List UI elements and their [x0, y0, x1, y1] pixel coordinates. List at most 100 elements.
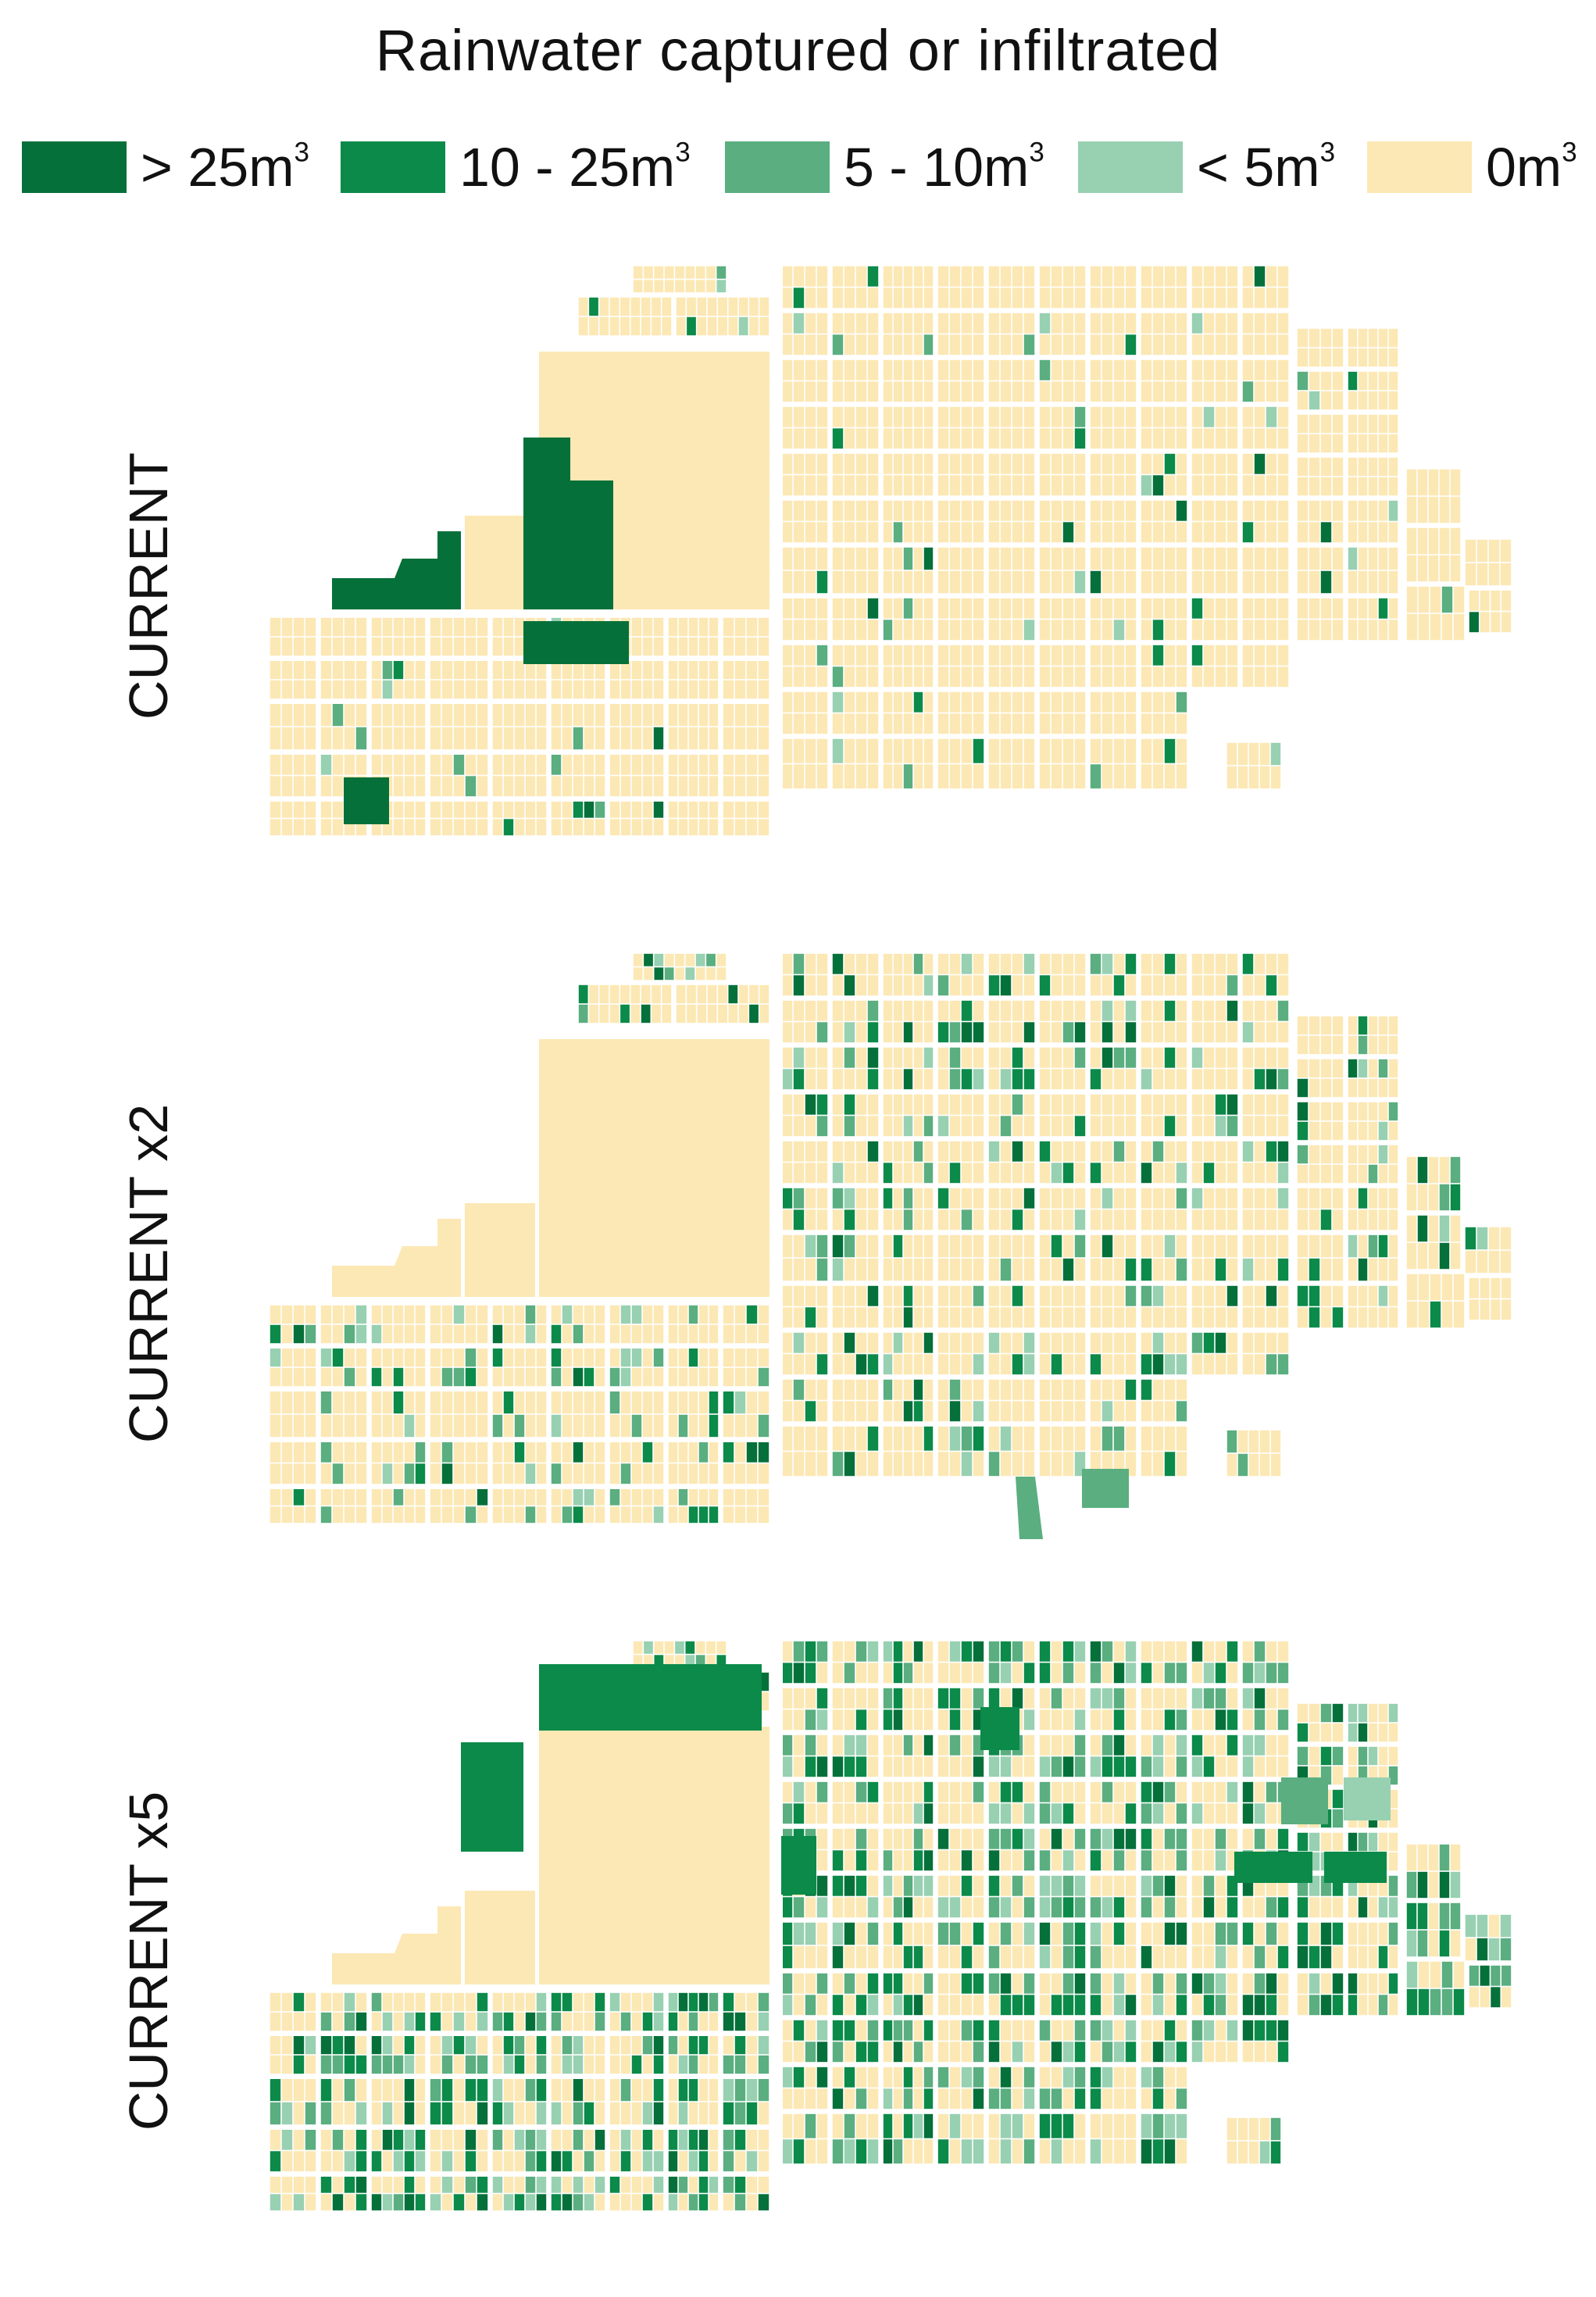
parcel — [1417, 1156, 1428, 1184]
parcel — [1000, 1022, 1012, 1043]
parcel — [961, 570, 973, 594]
parcel — [1062, 1709, 1074, 1731]
parcel — [594, 2102, 605, 2125]
parcel — [1203, 1234, 1215, 1258]
parcel — [578, 1004, 588, 1023]
parcel — [893, 1426, 903, 1451]
parcel — [281, 754, 293, 775]
parcel — [893, 666, 903, 688]
parcel — [855, 953, 867, 974]
parcel — [1101, 1709, 1113, 1731]
parcel — [1266, 1945, 1277, 1969]
parcel — [668, 2151, 678, 2172]
parcel — [1226, 475, 1238, 496]
parcel — [1297, 1832, 1309, 1852]
parcel — [923, 1781, 934, 1802]
parcel — [320, 776, 332, 797]
parcel — [867, 1163, 879, 1184]
parcel — [305, 2129, 316, 2150]
parcel — [1203, 288, 1215, 309]
parcel — [1000, 334, 1012, 355]
parcel — [492, 2055, 503, 2074]
parcel — [465, 660, 477, 680]
parcel — [1388, 620, 1398, 641]
parcel — [281, 1488, 293, 1506]
parcel — [1191, 475, 1203, 496]
parcel — [1039, 645, 1051, 666]
parcel — [270, 680, 281, 699]
parcel — [1226, 1756, 1238, 1777]
parcel — [1368, 391, 1378, 410]
parcel — [973, 547, 984, 570]
parcel — [723, 819, 734, 836]
parcel — [620, 754, 631, 775]
parcel — [465, 703, 477, 727]
parcel — [883, 1285, 893, 1306]
parcel — [344, 2151, 355, 2172]
parcel — [893, 453, 903, 474]
parcel — [1242, 453, 1254, 474]
parcel — [382, 637, 393, 656]
parcel — [1191, 645, 1203, 666]
parcel — [678, 801, 688, 818]
parcel — [988, 1663, 1000, 1684]
parcel — [893, 1922, 903, 1945]
parcel — [961, 334, 973, 355]
parcel — [642, 1348, 653, 1367]
parcel — [903, 500, 913, 521]
parcel — [293, 776, 305, 797]
parcel — [937, 453, 949, 474]
parcel — [1332, 391, 1344, 410]
parcel — [631, 1463, 642, 1484]
parcel — [1101, 1141, 1113, 1162]
parcel — [1297, 1995, 1309, 2016]
parcel — [832, 547, 844, 570]
parcel — [1164, 1641, 1176, 1662]
parcel — [1348, 1766, 1358, 1785]
parcel-high — [1324, 1852, 1387, 1883]
parcel — [1152, 620, 1164, 641]
parcel — [734, 1414, 746, 1438]
parcel — [1320, 1832, 1332, 1852]
parcel — [793, 475, 805, 496]
parcel — [641, 984, 651, 1004]
parcel — [1378, 1285, 1388, 1306]
parcel — [668, 1324, 678, 1344]
parcel — [1113, 2113, 1125, 2138]
parcel — [867, 1047, 879, 1068]
parcel — [832, 500, 844, 521]
parcel — [1000, 2088, 1012, 2109]
parcel — [1113, 1069, 1125, 1090]
parcel — [1074, 500, 1086, 521]
parcel — [536, 801, 547, 818]
parcel — [855, 1163, 867, 1184]
parcel — [281, 2129, 293, 2150]
parcel — [893, 1258, 903, 1281]
parcel — [1191, 1209, 1203, 1231]
parcel — [453, 1463, 465, 1484]
parcel — [355, 1506, 367, 1524]
parcel — [913, 1875, 923, 1896]
parcel — [293, 2035, 305, 2055]
parcel — [805, 2113, 816, 2138]
parcel — [1242, 645, 1254, 666]
parcel — [1152, 1354, 1164, 1375]
parcel — [913, 738, 923, 763]
parcel — [642, 2151, 653, 2172]
parcel — [281, 1348, 293, 1367]
parcel — [1348, 1164, 1358, 1184]
parcel — [382, 703, 393, 727]
parcel — [1226, 645, 1238, 666]
parcel — [1348, 348, 1358, 367]
parcel — [1113, 1332, 1125, 1353]
parcel — [1203, 1922, 1215, 1945]
parcel — [1368, 1234, 1378, 1258]
parcel — [793, 1116, 805, 1137]
parcel — [816, 1995, 828, 2016]
parcel — [883, 313, 893, 334]
parcel — [723, 776, 734, 797]
parcel — [1074, 738, 1086, 763]
parcel — [1450, 1902, 1461, 1930]
parcel — [1000, 764, 1012, 789]
parcel — [903, 1688, 913, 1709]
